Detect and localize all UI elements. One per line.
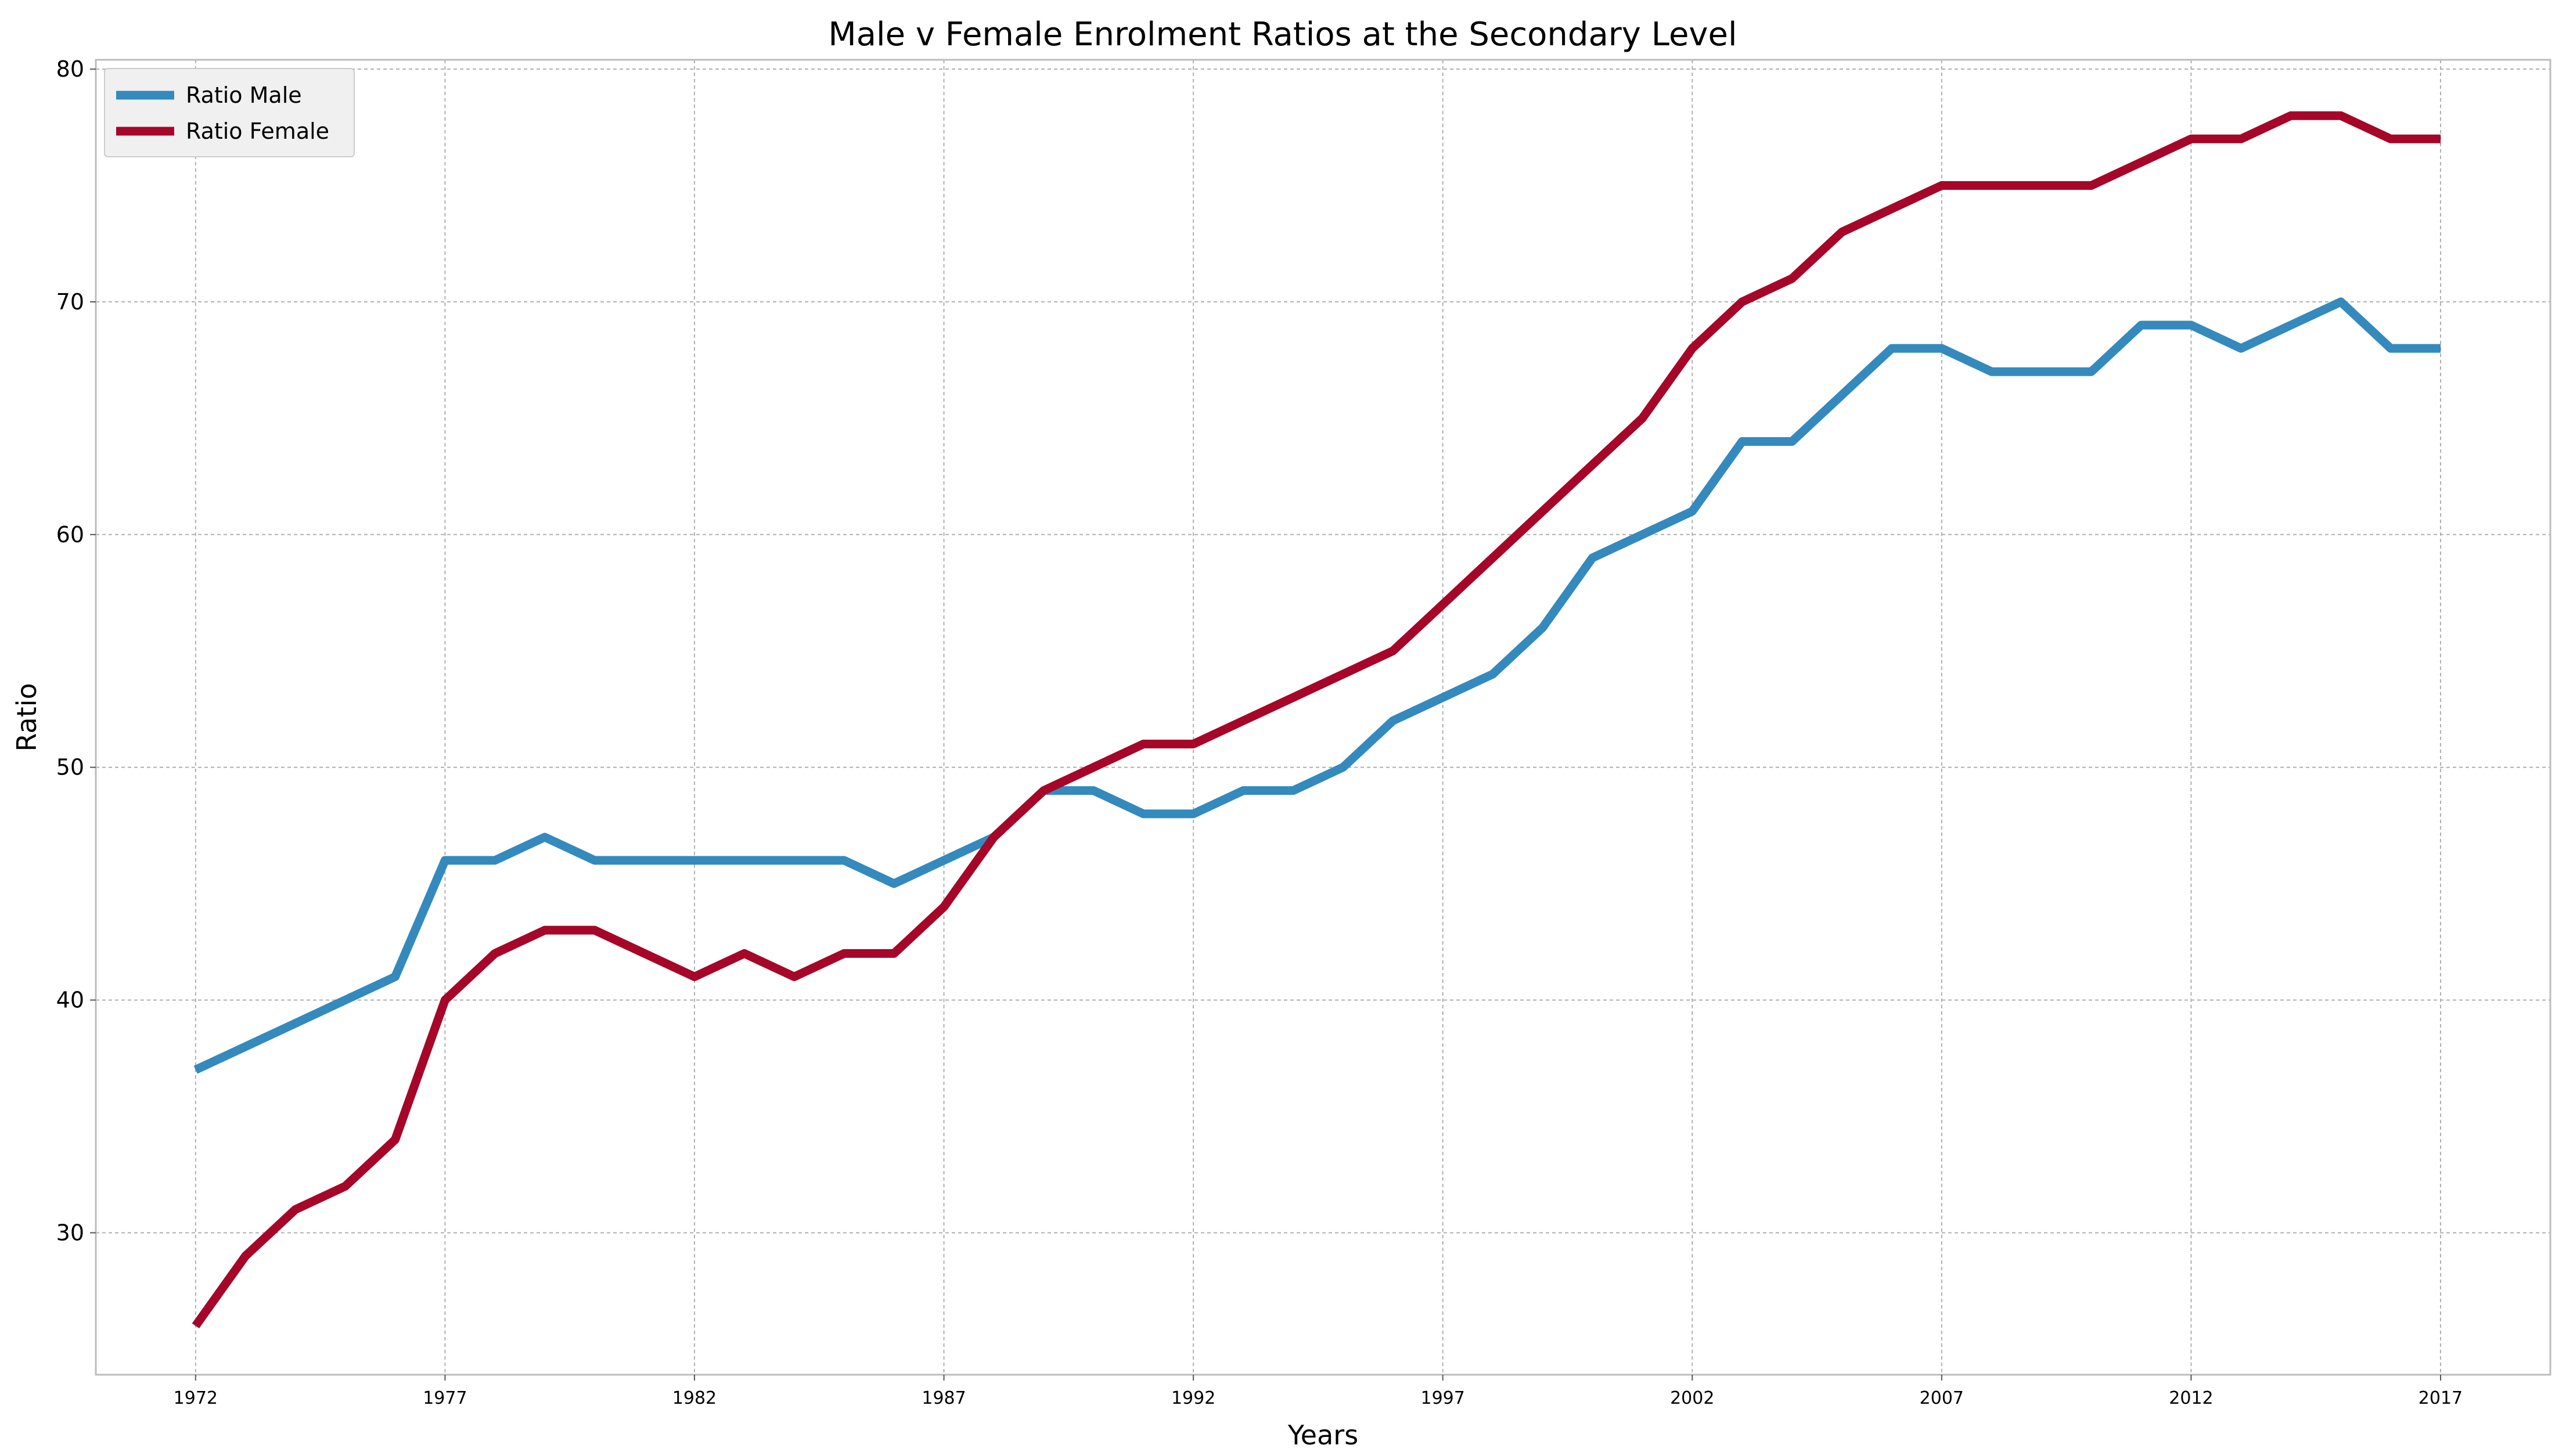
y-tick-label: 50 xyxy=(56,755,84,780)
x-tick-label: 1997 xyxy=(1421,1388,1465,1408)
y-axis-label: Ratio xyxy=(11,683,42,751)
series-line-ratio-male xyxy=(193,297,2441,1074)
legend-label-ratio-female: Ratio Female xyxy=(186,118,329,144)
x-tick-label: 2012 xyxy=(2169,1388,2213,1408)
chart-title: Male v Female Enrolment Ratios at the Se… xyxy=(828,16,1737,53)
x-tick-label: 2007 xyxy=(1920,1388,1964,1408)
y-tick-label: 60 xyxy=(56,522,84,547)
y-tick-label: 30 xyxy=(56,1220,84,1245)
plot-frame xyxy=(95,59,2551,1376)
axis-ticks: 1972 1977 1982 1987 1992 1997 2002 2007 2012 2017… xyxy=(56,56,2463,1408)
series-line-ratio-female xyxy=(192,111,2441,1329)
x-tick-label: 1972 xyxy=(174,1388,218,1408)
legend: Ratio Male Ratio Female xyxy=(104,68,355,157)
series-lines xyxy=(192,111,2441,1329)
x-tick-label: 1982 xyxy=(672,1388,717,1408)
plot-area xyxy=(96,60,2550,1375)
y-tick-label: 70 xyxy=(56,289,84,315)
grid xyxy=(96,60,2550,1375)
x-tick-label: 1992 xyxy=(1171,1388,1215,1408)
legend-label-ratio-male: Ratio Male xyxy=(186,82,302,108)
y-tick-label: 40 xyxy=(56,988,84,1013)
x-axis-label: Years xyxy=(1287,1419,1358,1451)
x-tick-label: 1987 xyxy=(922,1388,966,1408)
x-tick-label: 2017 xyxy=(2419,1388,2463,1408)
x-tick-label: 1977 xyxy=(423,1388,467,1408)
x-tick-label: 2002 xyxy=(1670,1388,1714,1408)
y-tick-label: 80 xyxy=(56,56,84,82)
